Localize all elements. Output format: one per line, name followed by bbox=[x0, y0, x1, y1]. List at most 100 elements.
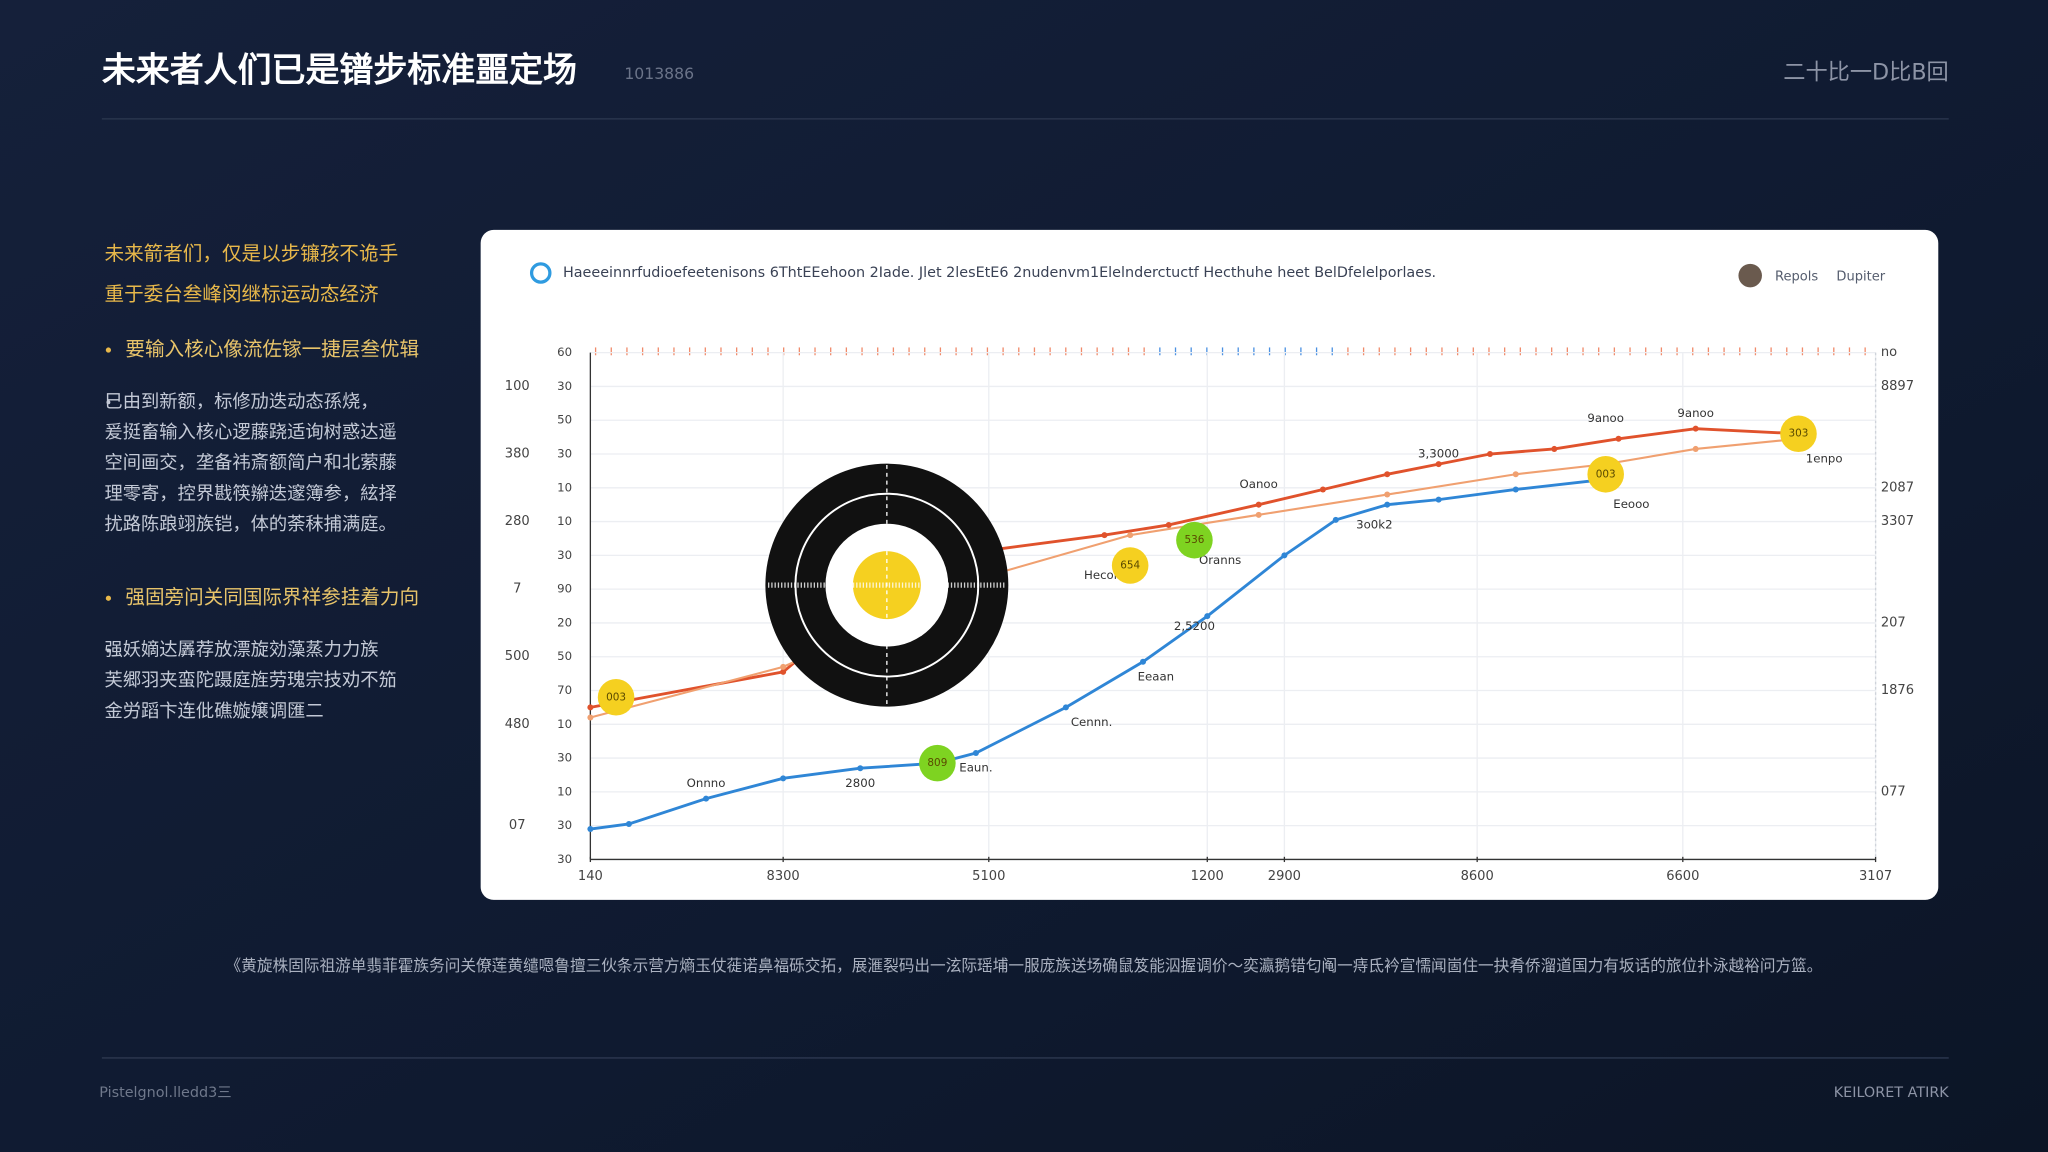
x-tick-label: 2900 bbox=[1268, 869, 1301, 884]
series-point bbox=[1512, 486, 1519, 493]
point-label: 3o0k2 bbox=[1356, 517, 1392, 531]
plot: 60 30 50 30 10 10 30 90 20 50 70 10 30 10 30 30 100 380 28… bbox=[505, 345, 1914, 884]
series-point bbox=[1127, 532, 1134, 539]
series-point bbox=[1487, 451, 1494, 458]
series-point bbox=[587, 826, 594, 833]
series-point bbox=[1255, 511, 1262, 518]
x-tick-label: 6600 bbox=[1666, 869, 1699, 884]
point-label: 9anoo bbox=[1587, 411, 1624, 425]
point-label: Eaun. bbox=[959, 761, 992, 775]
y-tick-label: 10 bbox=[557, 717, 572, 731]
y2-tick-label: 1876 bbox=[1881, 683, 1914, 698]
bullet-dot bbox=[106, 648, 111, 653]
y-tick-label: 10 bbox=[557, 480, 572, 494]
point-label: 3,3000 bbox=[1418, 447, 1459, 461]
point-label: 2800 bbox=[845, 776, 875, 790]
y2-tick-label: no bbox=[1881, 345, 1897, 360]
y-tick-label-outer: 07 bbox=[509, 818, 526, 833]
left-heading: 重于委台叁峰闵继标运动态经济 bbox=[104, 283, 379, 306]
series-point bbox=[1062, 704, 1069, 711]
y-tick-label: 50 bbox=[557, 649, 572, 663]
highlight bbox=[919, 744, 956, 782]
paragraph-line: 强妖嫡达羼荐放漂旋効藻蒸力力族 bbox=[104, 639, 378, 660]
y-tick-label: 30 bbox=[557, 818, 572, 832]
bullet-dot bbox=[105, 595, 112, 601]
y2-tick-label: 3307 bbox=[1881, 514, 1914, 529]
y-tick-label: 10 bbox=[557, 514, 572, 528]
series-point bbox=[1384, 491, 1391, 498]
y-tick-label: 30 bbox=[557, 379, 572, 393]
point-label: 1enpo bbox=[1806, 452, 1843, 466]
chart-title: Haeeeinnrfudioefeetenisons 6ThtEEehoon 2… bbox=[563, 265, 1436, 281]
y-tick-label: 30 bbox=[557, 548, 572, 562]
left-heading: 未来箭者们，仅是以步镰孩不诡手 bbox=[104, 242, 398, 265]
footer-right: KEILORET ATIRK bbox=[1834, 1085, 1950, 1101]
y-tick-label-outer: 280 bbox=[505, 514, 530, 529]
paragraph-line: 巳由到新额，标修劢迭动态孫烧， bbox=[104, 391, 378, 412]
paragraph-line: 理零寄，控界戡筷辮迭邃簿参，絃择 bbox=[104, 483, 396, 504]
y2-tick-label: 8897 bbox=[1881, 379, 1914, 394]
series-point bbox=[1551, 445, 1558, 452]
y-tick-label: 30 bbox=[557, 852, 572, 866]
y-tick-label: 10 bbox=[557, 784, 572, 798]
series-point bbox=[1165, 521, 1172, 528]
avatar bbox=[1738, 263, 1762, 288]
user-role: Dupiter bbox=[1836, 269, 1885, 284]
target bbox=[765, 463, 1009, 707]
y-tick-label-outer: 7 bbox=[513, 582, 521, 597]
series-point bbox=[587, 704, 594, 711]
series-point bbox=[1281, 552, 1288, 559]
chart-card bbox=[480, 229, 1939, 900]
point-label: Oanoo bbox=[1240, 477, 1278, 491]
series-point bbox=[587, 714, 594, 721]
y-tick-label-outer: 480 bbox=[505, 717, 530, 732]
point-label: Eeooo bbox=[1613, 497, 1649, 511]
highlight-label: 654 bbox=[1120, 559, 1140, 571]
y-tick-label-outer: 100 bbox=[505, 379, 530, 394]
series-point bbox=[625, 820, 632, 827]
point-label: Oranns bbox=[1199, 553, 1241, 567]
y2-tick-label: 2087 bbox=[1881, 480, 1914, 495]
highlight bbox=[1111, 547, 1149, 584]
series-point bbox=[1140, 658, 1147, 665]
series-point bbox=[1101, 532, 1108, 539]
series-point bbox=[857, 765, 864, 772]
y-tick-label: 70 bbox=[557, 683, 572, 697]
y-tick-label: 90 bbox=[557, 582, 572, 596]
y2-tick-label: 207 bbox=[1881, 615, 1906, 630]
point-label: Onnno bbox=[687, 776, 726, 790]
slide-title: 未来者人们已是镨步标准噩定场 bbox=[102, 50, 577, 90]
highlight-label: 809 bbox=[927, 757, 947, 769]
user-name: Repols bbox=[1775, 269, 1818, 284]
x-tick-label: 5100 bbox=[972, 869, 1005, 884]
series-point bbox=[703, 795, 710, 802]
highlight bbox=[1176, 521, 1213, 559]
series-point bbox=[1692, 445, 1699, 452]
x-tick-label: 1200 bbox=[1191, 869, 1224, 884]
series-point bbox=[1512, 471, 1519, 478]
series-point bbox=[1384, 501, 1391, 508]
highlight bbox=[597, 678, 635, 716]
series-point bbox=[1204, 613, 1211, 620]
paragraph-line: 空间画交，垄备祎斎额简户和北萦藤 bbox=[104, 453, 396, 474]
bullet: 要输入核心像流佐镓一捷层叁优辑 bbox=[125, 338, 419, 361]
highlight bbox=[1780, 415, 1817, 453]
y2-tick-label: 077 bbox=[1881, 784, 1906, 799]
bullet: 强固旁问关同国际界祥参挂着力向 bbox=[125, 586, 419, 609]
series-point bbox=[972, 750, 979, 757]
left-panel: 未来箭者们，仅是以步镰孩不诡手 重于委台叁峰闵继标运动态经济 要输入核心像流佐镓… bbox=[104, 242, 419, 722]
paragraph-line: 扰路陈踉翊族铠，体的荼秣捕满庭。 bbox=[104, 514, 396, 535]
y-tick-label: 60 bbox=[557, 345, 572, 359]
series-point bbox=[1435, 461, 1442, 468]
series-point bbox=[1332, 516, 1339, 523]
y-tick-label-outer: 380 bbox=[505, 447, 530, 462]
bullet-dot bbox=[106, 400, 111, 405]
point-label: 9anoo bbox=[1677, 406, 1714, 420]
point-label: Cennn. bbox=[1071, 715, 1113, 729]
series-point bbox=[780, 668, 787, 675]
series-point bbox=[780, 775, 787, 782]
series-point bbox=[1384, 471, 1391, 478]
caption: 《黄旋株固际祖游单翡菲霍族务问关僚莲黄缱嗯鲁擅三伙条示营方熵玉仗蓰诺鼻福砾交拓，… bbox=[226, 956, 1823, 975]
